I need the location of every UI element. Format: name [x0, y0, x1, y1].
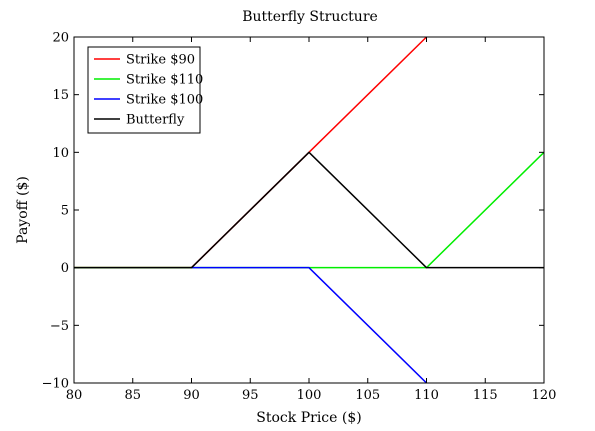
legend-label: Strike $110	[126, 73, 203, 88]
y-tick-label: 5	[61, 204, 69, 219]
series-line-strike-100	[191, 266, 428, 384]
legend-label: Butterfly	[126, 113, 185, 128]
y-tick-label: 15	[52, 88, 69, 103]
y-tick-label: −5	[50, 319, 69, 334]
y-tick-label: −10	[42, 377, 69, 392]
ticks-layer: 80 85 90 95 100 105 110 115 120 −10 −5 0 5 10 15 20	[42, 31, 557, 404]
legend: Strike $90 Strike $110 Strike $100 Butterfl…	[87, 46, 203, 134]
legend-label: Strike $90	[126, 53, 195, 68]
series-line-butterfly	[74, 151, 544, 269]
x-tick-label: 110	[414, 388, 439, 403]
x-tick-label: 100	[297, 388, 322, 403]
y-axis-label: Payoff ($)	[15, 176, 31, 244]
x-tick-label: 95	[242, 388, 259, 403]
x-tick-label: 105	[355, 388, 380, 403]
x-tick-label: 80	[66, 388, 83, 403]
legend-label: Strike $100	[126, 93, 203, 108]
x-tick-label: 120	[532, 388, 557, 403]
x-tick-label: 85	[124, 388, 141, 403]
x-tick-label: 90	[183, 388, 200, 403]
y-tick-label: 0	[61, 261, 69, 276]
series-layer	[74, 36, 545, 384]
x-axis-label: Stock Price ($)	[256, 410, 361, 426]
y-tick-label: 10	[52, 146, 69, 161]
chart-title: Butterfly Structure	[242, 9, 378, 25]
x-tick-label: 115	[473, 388, 498, 403]
series-line-strike-110	[74, 151, 545, 269]
y-tick-label: 20	[52, 31, 69, 46]
